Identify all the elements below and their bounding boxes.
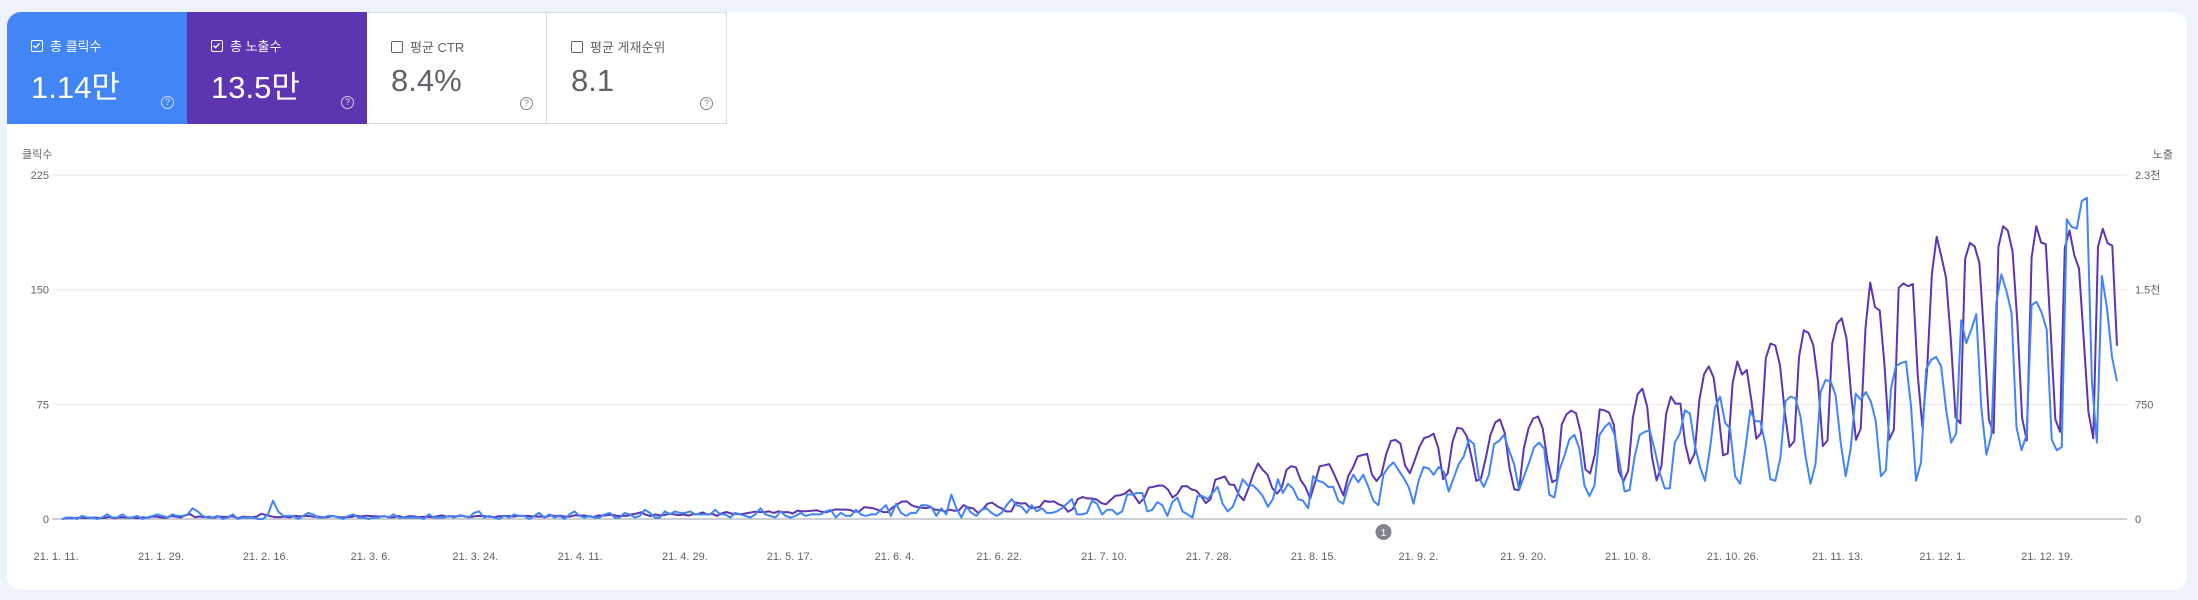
metric-label: 평균 CTR xyxy=(410,40,465,55)
checkbox-icon[interactable] xyxy=(211,39,223,52)
x-tick-label: 21. 6. 22. xyxy=(976,551,1022,563)
performance-chart: 225 2.3천 150 1.5천 75 750 0 0 클릭수 노출 21. 1. 11. 21. … xyxy=(22,148,2173,563)
x-tick-label: 21. 1. 11. xyxy=(34,551,79,563)
y-left-tick-label: 0 xyxy=(43,514,49,526)
performance-card: 총 클릭수 1.14만 ? 총 노출수 13.5만 ? 평균 CTR 8.4% … xyxy=(7,12,2187,590)
y-right-tick-label: 750 xyxy=(2135,399,2153,411)
x-tick-label: 21. 3. 6. xyxy=(351,551,391,563)
x-tick-label: 21. 12. 19. xyxy=(2021,551,2073,563)
checkbox-icon[interactable] xyxy=(31,39,43,52)
metric-label: 평균 게재순위 xyxy=(590,40,666,55)
metric-average-ctr[interactable]: 평균 CTR 8.4% ? xyxy=(367,12,547,124)
x-tick-label: 21. 5. 17. xyxy=(767,551,813,563)
y-right-tick-label: 0 xyxy=(2135,514,2141,526)
annotation-label[interactable]: 1 xyxy=(1381,528,1387,539)
metric-value: 8.4% xyxy=(391,63,462,98)
metric-label: 총 클릭수 xyxy=(50,39,102,54)
x-tick-label: 21. 10. 26. xyxy=(1707,551,1759,563)
x-tick-label: 21. 11. 13. xyxy=(1812,551,1863,563)
y-right-axis-title: 노출 xyxy=(2153,148,2173,161)
metric-header: 총 노출수 xyxy=(211,36,281,55)
x-tick-label: 21. 7. 28. xyxy=(1186,551,1232,563)
help-icon[interactable]: ? xyxy=(161,96,174,109)
x-tick-label: 21. 10. 8. xyxy=(1605,551,1651,563)
x-tick-label: 21. 1. 29. xyxy=(138,551,184,563)
y-left-tick-label: 75 xyxy=(37,399,49,411)
x-tick-label: 21. 6. 4. xyxy=(875,551,915,563)
help-icon[interactable]: ? xyxy=(341,96,354,109)
x-tick-label: 21. 9. 2. xyxy=(1399,551,1439,563)
y-left-tick-label: 150 xyxy=(31,285,49,297)
metric-value: 1.14만 xyxy=(31,70,120,105)
metric-value: 13.5만 xyxy=(211,70,300,105)
y-left-tick-label: 225 xyxy=(31,170,49,182)
help-icon[interactable]: ? xyxy=(520,97,533,110)
x-tick-label: 21. 4. 29. xyxy=(662,551,708,563)
x-tick-label: 21. 7. 10. xyxy=(1081,551,1127,563)
x-tick-label: 21. 12. 1. xyxy=(1919,551,1965,563)
metric-label: 총 노출수 xyxy=(230,39,282,54)
metric-average-position[interactable]: 평균 게재순위 8.1 ? xyxy=(547,12,727,124)
metric-selector: 총 클릭수 1.14만 ? 총 노출수 13.5만 ? 평균 CTR 8.4% … xyxy=(7,12,727,124)
x-tick-label: 21. 4. 11. xyxy=(558,551,603,563)
metric-total-impressions[interactable]: 총 노출수 13.5만 ? xyxy=(187,12,367,124)
annotation-marker[interactable] xyxy=(1375,524,1392,540)
checkbox-icon[interactable] xyxy=(571,40,583,53)
x-tick-label: 21. 3. 24. xyxy=(452,551,498,563)
help-icon[interactable]: ? xyxy=(700,97,713,110)
x-tick-label: 21. 9. 20. xyxy=(1500,551,1546,563)
metric-header: 평균 게재순위 xyxy=(571,37,665,56)
clicks-series-line xyxy=(61,196,2118,520)
y-right-tick-label: 1.5천 xyxy=(2135,283,2160,297)
x-tick-label: 21. 8. 15. xyxy=(1291,551,1337,563)
metric-header: 총 클릭수 xyxy=(31,36,101,55)
metric-value: 8.1 xyxy=(571,63,615,98)
x-tick-label: 21. 2. 16. xyxy=(243,551,289,563)
y-right-tick-label: 2.3천 xyxy=(2135,168,2160,182)
metric-total-clicks[interactable]: 총 클릭수 1.14만 ? xyxy=(7,12,187,124)
y-left-axis-title: 클릭수 xyxy=(22,148,52,161)
metric-header: 평균 CTR xyxy=(391,37,464,56)
checkbox-icon[interactable] xyxy=(391,40,403,53)
